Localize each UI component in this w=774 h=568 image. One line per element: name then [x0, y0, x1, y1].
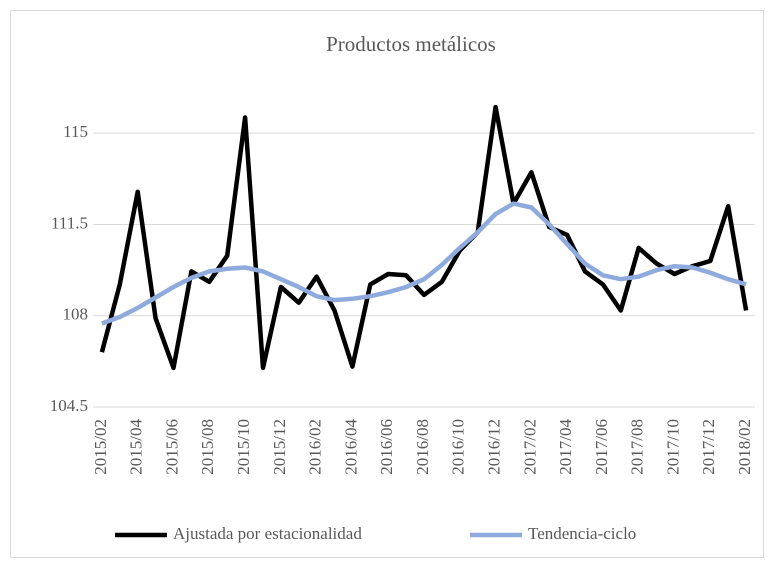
y-tick-label: 115 [63, 122, 88, 141]
x-tick-label: 2016/08 [413, 419, 432, 475]
x-tick-label: 2017/02 [520, 419, 539, 475]
x-tick-label: 2015/06 [162, 419, 181, 475]
x-tick-label: 2015/02 [91, 419, 110, 475]
x-tick-label: 2017/06 [592, 419, 611, 475]
x-tick-label: 2017/10 [663, 419, 682, 475]
x-tick-label: 2016/04 [341, 419, 360, 475]
x-tick-label: 2015/10 [234, 419, 253, 475]
legend-label: Ajustada por estacionalidad [173, 524, 362, 543]
chart-title: Productos metálicos [326, 32, 496, 56]
x-tick-label: 2017/08 [628, 419, 647, 475]
y-tick-label: 104.5 [50, 396, 88, 415]
x-tick-label: 2016/06 [377, 419, 396, 475]
x-tick-label: 2015/12 [270, 419, 289, 475]
x-tick-label: 2016/02 [306, 419, 325, 475]
x-tick-label: 2015/04 [127, 419, 146, 475]
y-tick-label: 111.5 [51, 213, 88, 232]
x-tick-label: 2016/12 [484, 419, 503, 475]
x-tick-label: 2018/02 [735, 419, 754, 475]
x-tick-label: 2015/08 [198, 419, 217, 475]
legend-label: Tendencia-ciclo [528, 524, 636, 543]
x-tick-label: 2016/10 [449, 419, 468, 475]
x-tick-label: 2017/12 [699, 419, 718, 475]
data-line [99, 104, 749, 371]
data-line [101, 201, 747, 326]
y-tick-label: 108 [63, 305, 89, 324]
chart-border [10, 10, 764, 558]
x-tick-label: 2017/04 [556, 419, 575, 475]
